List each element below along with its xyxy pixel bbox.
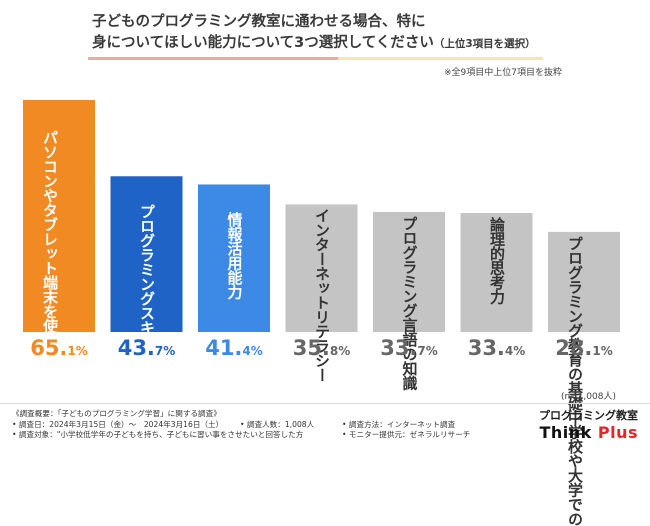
title-line-1: 子どものプログラミング教室に通わせる場合、特に <box>92 14 426 30</box>
title-line-2: 身についてほしい能力について3つ選択してください（上位3項目を選択） <box>92 33 562 55</box>
survey-people: • 調査人数：1,008人 <box>240 419 315 429</box>
value-label-1: 65.1% <box>20 336 98 360</box>
value-label-int: 35. <box>292 336 330 360</box>
bar-chart: パソコンやタブレット端末を使うスキル 65.1% プログラミングスキル 43.7% 情報… <box>20 100 623 526</box>
bar-label-1: パソコンやタブレット端末を使うスキル <box>40 130 59 391</box>
value-label-7: 28.1% <box>545 336 623 360</box>
value-label-int: 28. <box>555 336 593 360</box>
value-label-6: 33.4% <box>458 336 536 360</box>
brand-think: Think <box>539 423 598 442</box>
value-label-dec: 1% <box>592 344 613 358</box>
bar-label-3: 情報活用能力 <box>225 212 244 299</box>
bar-label-4: インターネットリテラシー <box>312 208 331 382</box>
bar-1 <box>23 100 95 332</box>
value-label-5: 33.7% <box>370 336 448 360</box>
bar-label-6: 論理的思考力 <box>487 217 506 304</box>
bar-2 <box>110 176 183 332</box>
title-line-2-main: 身についてほしい能力について3つ選択してください <box>92 35 434 51</box>
value-label-4: 35.8% <box>283 336 361 360</box>
survey-date: • 調査日：2024年3月15日（金）～ 2024年3月16日（土） <box>12 419 224 429</box>
bar-label-1-line-1: パソコンやタブレット <box>41 130 59 275</box>
top-note: ※全9項目中上位7項目を抜粋 <box>444 68 562 78</box>
value-label-dec: 7% <box>154 344 176 358</box>
bar-label-3-line-1: 情報活用能力 <box>225 212 244 300</box>
bar-label-6-line-1: 論理的思考力 <box>488 216 506 304</box>
survey-monitor: • モニター提供元：ゼネラルリサーチ <box>342 430 471 439</box>
bar-label-5-line-1: プログラミング言語の知識 <box>400 215 419 390</box>
title-line-2-sub: （上位3項目を選択） <box>433 38 536 50</box>
bar-chart-svg <box>23 100 620 332</box>
value-label-dec: 1% <box>67 344 88 358</box>
brand-logo: プログラミング教室 Think Plus <box>539 407 638 442</box>
bar-3 <box>198 184 270 332</box>
title-underline <box>88 57 543 60</box>
survey-method: • 調査方法：インターネット調査 <box>342 419 456 429</box>
value-label-int: 33. <box>467 336 505 360</box>
chart-title: 子どものプログラミング教室に通わせる場合、特に 身についてほしい能力について3つ… <box>92 12 562 55</box>
bar-label-4-line-1: インターネットリテラシー <box>313 208 331 383</box>
value-label-dec: 4% <box>242 344 263 358</box>
survey-summary: 《調査概要：「子どものプログラミング学習」に関する調査》 • 調査日：2024年… <box>12 409 470 441</box>
value-label-int: 43. <box>117 336 155 360</box>
brand-line1: プログラミング教室 <box>539 409 638 422</box>
value-label-int: 41. <box>205 336 243 360</box>
value-label-3: 41.4% <box>195 336 273 360</box>
survey-title: 《調査概要：「子どものプログラミング学習」に関する調査》 <box>12 409 221 418</box>
value-label-int: 65. <box>30 336 68 360</box>
survey-target: • 調査対象："小学校低学年の子どもを持ち、子どもに習い事をさせたいと回答した方 <box>12 430 304 439</box>
sample-size-note: (n=1,008人) <box>560 392 616 402</box>
value-label-dec: 4% <box>504 344 526 358</box>
bar-label-7-line-1: プログラミング教育の基礎 <box>566 235 584 410</box>
value-label-int: 33. <box>380 336 418 360</box>
bar-label-2-line-1: プログラミングスキル <box>138 204 156 350</box>
bar-label-2: プログラミングスキル <box>137 204 156 349</box>
bar-label-7: プログラミング教育の基礎中学校や大学での <box>565 236 584 526</box>
bar-label-1-line-2: 端末を使うスキル <box>41 275 59 391</box>
bar-5 <box>373 211 445 332</box>
brand-name: Think Plus <box>539 423 638 442</box>
bar-label-5: プログラミング言語の知識 <box>400 216 419 390</box>
brand-plus: Plus <box>597 423 638 442</box>
bar-6 <box>460 212 533 332</box>
value-label-dec: 8% <box>329 344 351 358</box>
value-label-dec: 7% <box>417 344 438 358</box>
value-label-2: 43.7% <box>108 336 186 360</box>
footer-divider <box>0 403 650 404</box>
bar-4 <box>285 204 358 332</box>
bar-7 <box>548 231 620 332</box>
